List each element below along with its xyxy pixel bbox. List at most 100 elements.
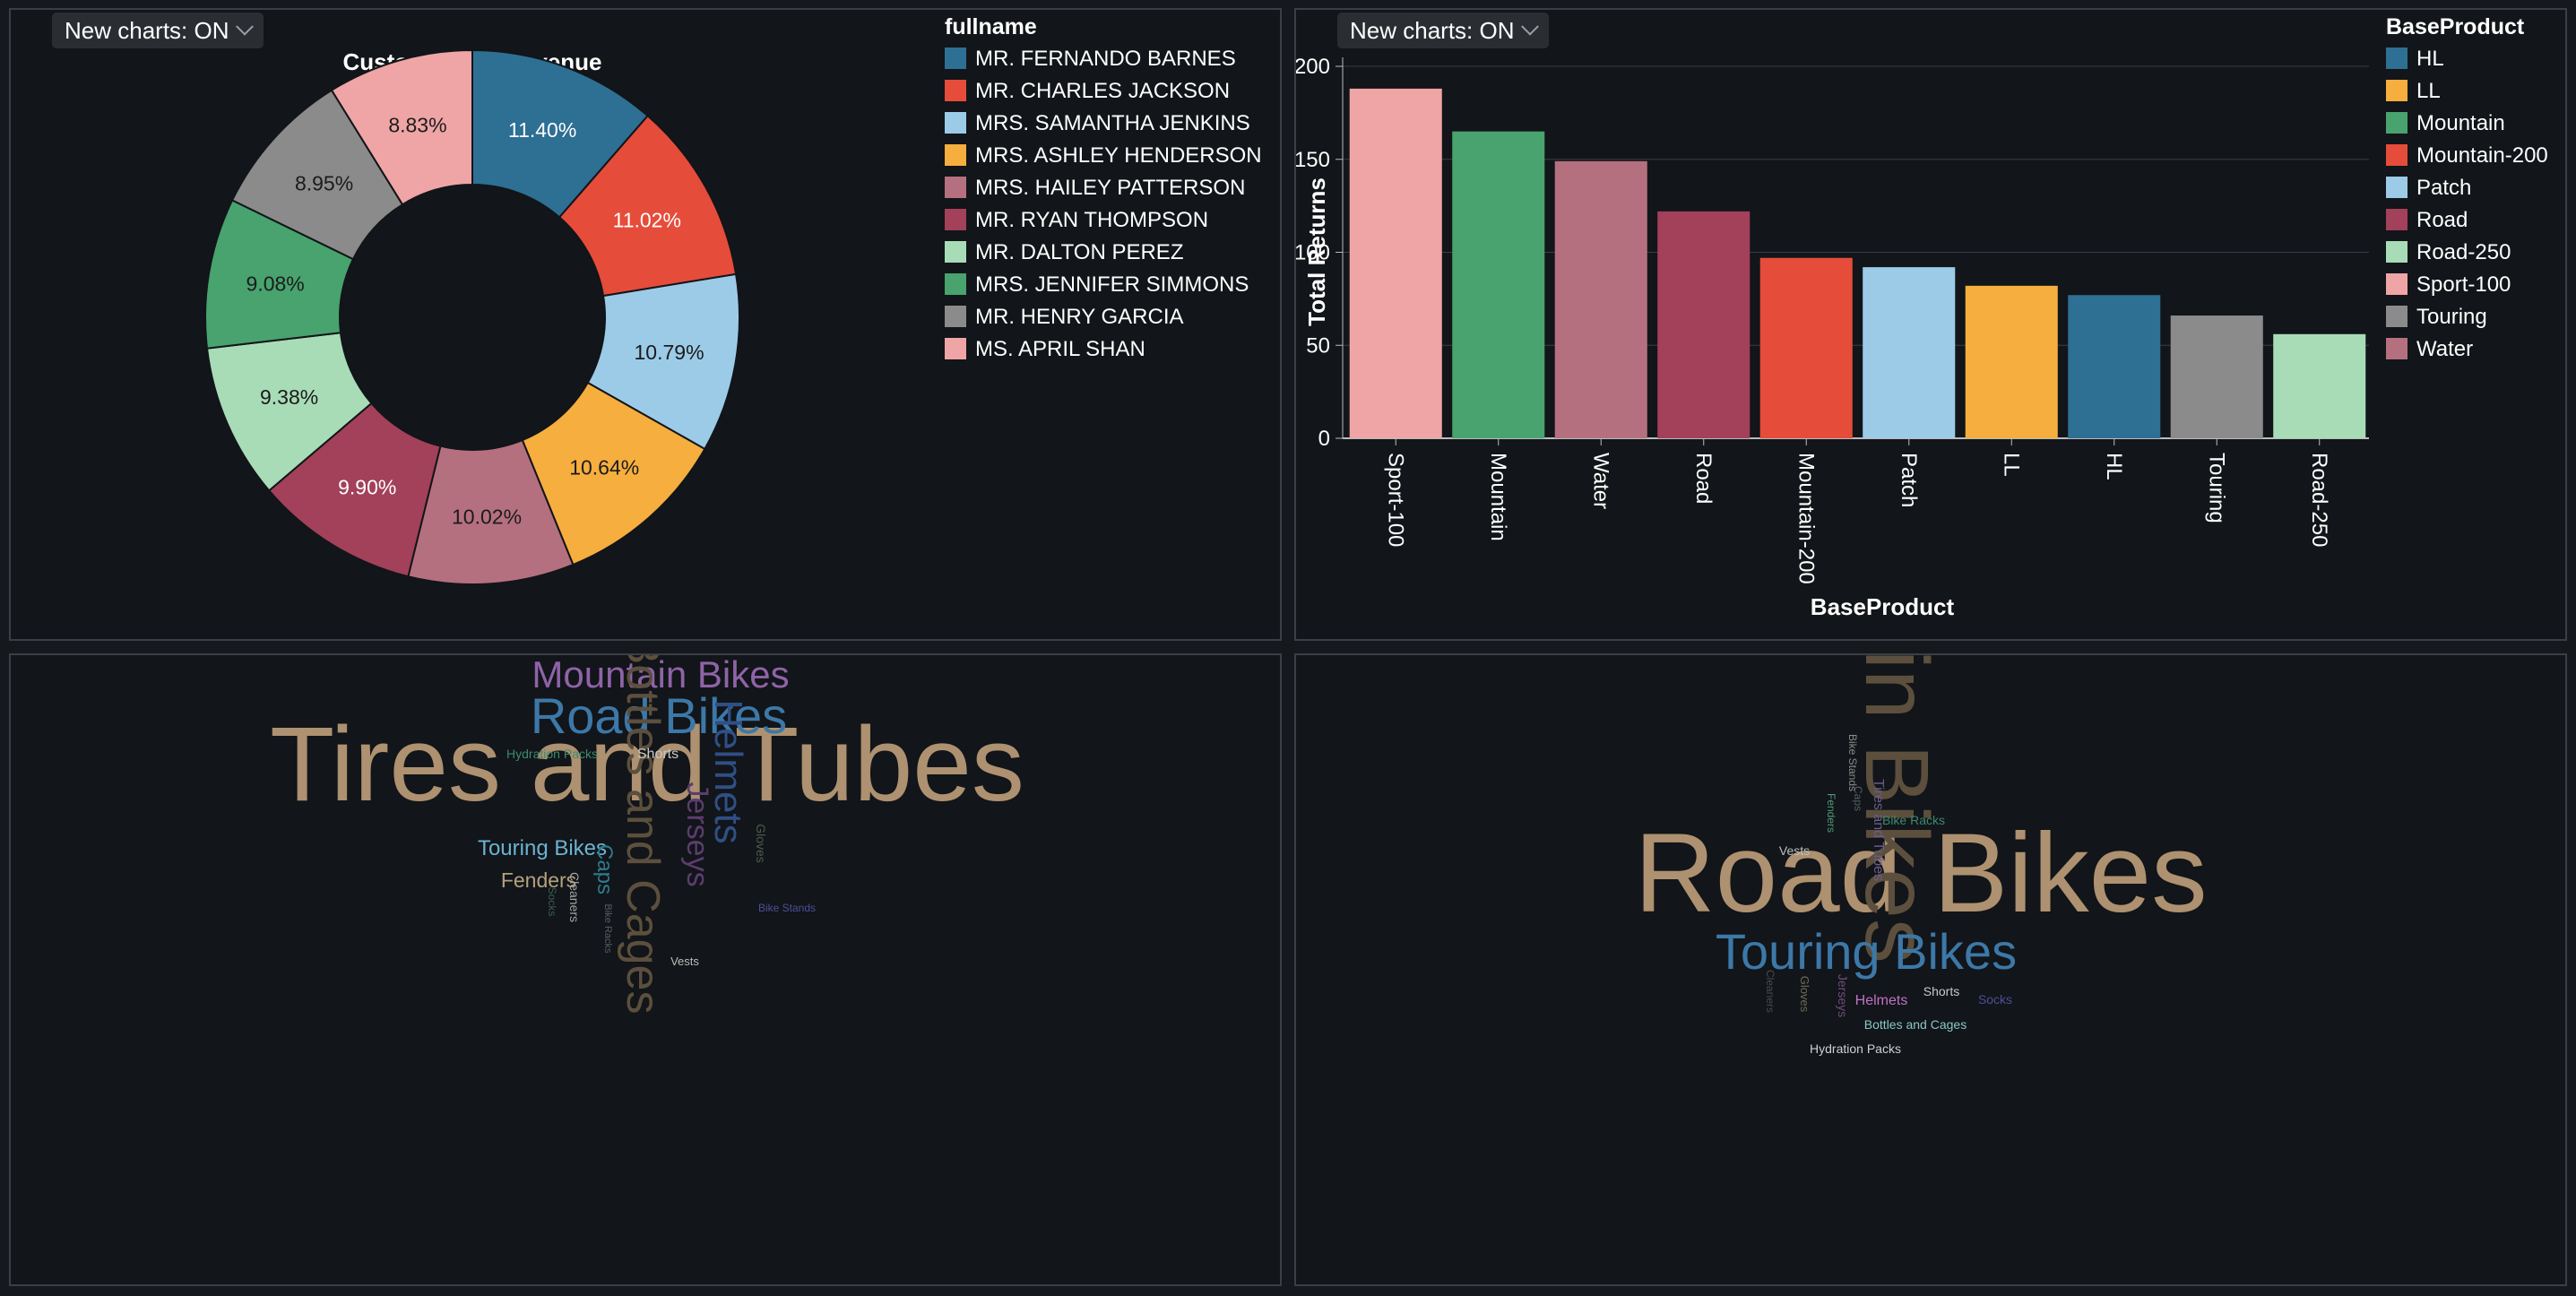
y-tick-label: 100 xyxy=(1296,241,1330,265)
slice-label: 11.40% xyxy=(508,118,576,142)
word: Gloves xyxy=(1798,976,1811,1013)
word: Fenders xyxy=(1825,793,1837,833)
legend-swatch xyxy=(2386,48,2407,69)
bar xyxy=(1965,285,2058,438)
word: Cleaners xyxy=(1764,970,1776,1013)
word: Jerseys xyxy=(1836,974,1850,1017)
slice-label: 9.08% xyxy=(246,272,305,296)
legend-title: BaseProduct xyxy=(2386,14,2525,39)
word: Caps xyxy=(592,844,617,894)
y-tick-label: 0 xyxy=(1318,427,1330,451)
slice-label: 9.38% xyxy=(260,385,318,409)
slice-label: 8.95% xyxy=(295,171,353,194)
legend-swatch xyxy=(945,112,966,134)
word: Bike Stands xyxy=(758,902,816,914)
legend-label: MRS. JENNIFER SIMMONS xyxy=(975,272,1249,297)
new-charts-toggle[interactable]: New charts: ON xyxy=(52,13,264,48)
legend-swatch xyxy=(945,209,966,230)
chevron-down-icon xyxy=(235,17,254,36)
word: Gloves xyxy=(754,824,768,863)
bar xyxy=(1452,131,1545,438)
legend-swatch xyxy=(945,338,966,359)
legend-label: Mountain-200 xyxy=(2416,143,2548,168)
new-charts-toggle[interactable]: New charts: ON xyxy=(1337,13,1549,48)
legend-label: Patch xyxy=(2416,176,2471,200)
legend-swatch xyxy=(2386,338,2407,359)
bar xyxy=(1554,160,1647,438)
legend-swatch xyxy=(2386,144,2407,166)
x-tick-label: Water xyxy=(1588,453,1612,509)
y-axis-label: Total Returns xyxy=(1303,177,1330,326)
slice-label: 10.79% xyxy=(635,341,705,364)
word: Touring Bikes xyxy=(478,836,607,860)
word: Helmets xyxy=(706,699,750,843)
word: Bike Racks xyxy=(602,903,613,954)
word: Hydration Packs xyxy=(1810,1041,1901,1056)
word: Vests xyxy=(1779,843,1810,858)
x-axis-label: BaseProduct xyxy=(1811,593,1955,620)
word: Vests xyxy=(670,955,699,968)
slice-label: 8.83% xyxy=(388,114,446,137)
legend-swatch xyxy=(945,306,966,327)
slice-label: 10.02% xyxy=(452,505,522,528)
word: Mountain Bikes xyxy=(532,655,789,696)
bar-chart: 0 50 100 150 200 Total Returns Sport-100 Mounta… xyxy=(1296,14,2548,620)
bar xyxy=(2273,333,2366,438)
bar xyxy=(2170,315,2263,438)
word: Road Bikes xyxy=(1634,811,2207,936)
bar xyxy=(1863,267,1956,438)
legend-swatch xyxy=(945,273,966,295)
chevron-down-icon xyxy=(1520,17,1539,36)
legend-swatch xyxy=(2386,209,2407,230)
wordcloud-panel-2: Road Bikes Mountain Bikes Touring Bikes Hel… xyxy=(1294,653,2567,1286)
legend-swatch xyxy=(2386,241,2407,263)
word: Jerseys xyxy=(680,782,714,886)
word: Bottles and Cages xyxy=(1864,1017,1967,1032)
wordcloud-panel-1: Tires and Tubes Road Bikes Mountain Bikes B… xyxy=(9,653,1282,1286)
legend-label: MR. DALTON PEREZ xyxy=(975,240,1183,264)
word: Fenders xyxy=(501,868,576,892)
word: Caps xyxy=(1852,786,1864,811)
legend-label: MS. APRIL SHAN xyxy=(975,337,1145,361)
legend-label: Touring xyxy=(2416,305,2487,329)
legend-label: MR. RYAN THOMPSON xyxy=(975,208,1208,232)
x-tick-label: Road-250 xyxy=(2307,453,2331,547)
new-charts-toggle-label: New charts: ON xyxy=(1350,16,1515,44)
legend-label: MR. HENRY GARCIA xyxy=(975,305,1184,329)
legend-label: Road-250 xyxy=(2416,240,2511,264)
word: Bike Stands xyxy=(1846,734,1859,791)
slice-label: 10.64% xyxy=(569,456,639,480)
legend-label: MR. FERNANDO BARNES xyxy=(975,47,1236,71)
legend-swatch xyxy=(2386,80,2407,101)
x-tick-label: Mountain xyxy=(1486,453,1510,541)
word: Road Bikes xyxy=(531,687,787,744)
x-tick-label: Patch xyxy=(1897,453,1921,507)
legend-label: Mountain xyxy=(2416,111,2505,135)
x-tick-label: Road xyxy=(1691,453,1716,504)
bar xyxy=(1657,211,1750,438)
legend-swatch xyxy=(945,144,966,166)
bar xyxy=(1349,88,1442,439)
x-tick-label: Sport-100 xyxy=(1383,453,1407,547)
y-tick-label: 200 xyxy=(1296,55,1330,79)
x-tick-label: Mountain-200 xyxy=(1794,453,1818,584)
word: Cleaners xyxy=(567,872,582,922)
slice-label: 11.02% xyxy=(613,208,681,231)
y-tick-label: 50 xyxy=(1306,333,1330,358)
legend-title: fullname xyxy=(945,14,1037,39)
legend-swatch xyxy=(945,80,966,101)
returns-bar-panel: New charts: ON 0 50 100 150 200 Total Returns… xyxy=(1294,8,2567,641)
bar xyxy=(2068,295,2161,438)
y-tick-label: 150 xyxy=(1296,148,1330,172)
word: Shorts xyxy=(1923,984,1959,998)
legend-swatch xyxy=(2386,306,2407,327)
pie-slice xyxy=(330,48,473,206)
legend-swatch xyxy=(945,241,966,263)
word: Bottles and Cages xyxy=(617,655,669,1014)
new-charts-toggle-label: New charts: ON xyxy=(65,16,229,44)
word: Shorts xyxy=(637,747,679,762)
x-tick-label: Touring xyxy=(2204,453,2228,523)
legend-label: MR. CHARLES JACKSON xyxy=(975,79,1230,103)
